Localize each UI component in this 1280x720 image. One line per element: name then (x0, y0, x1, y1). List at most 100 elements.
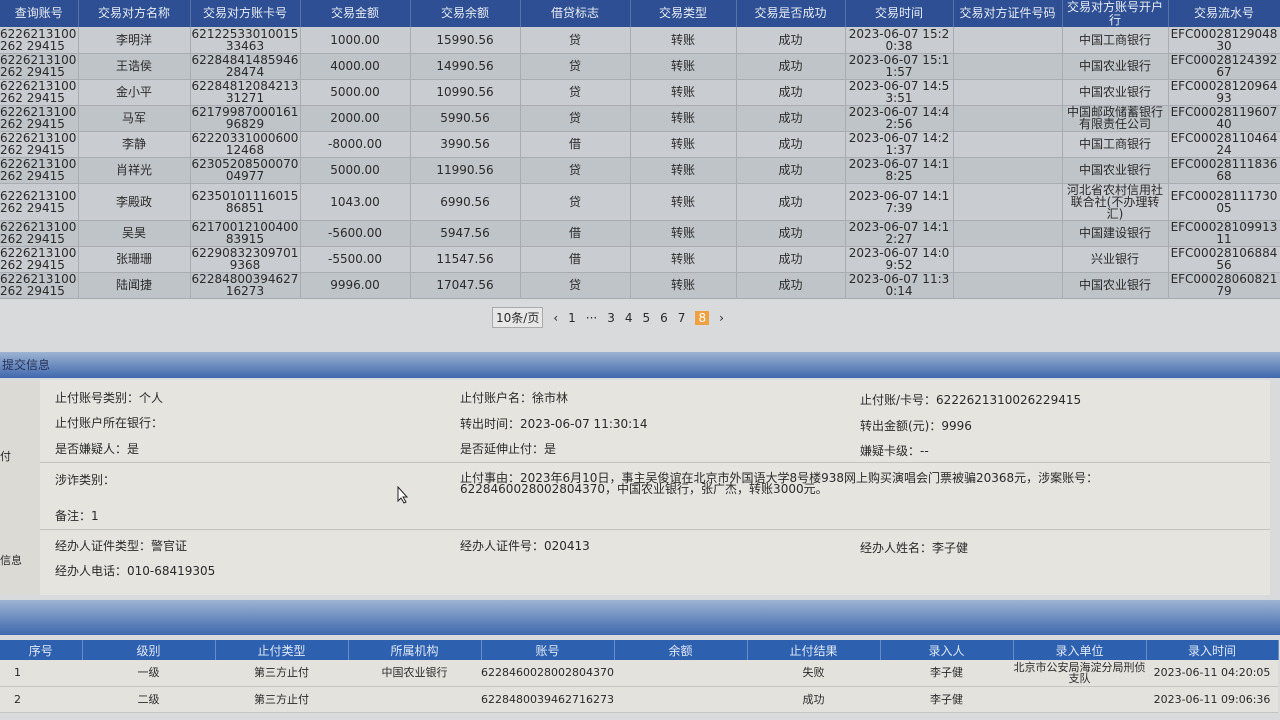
table-row[interactable]: 6226213100262 29415 金小平 622848120842133127… (0, 79, 1280, 106)
column-header[interactable]: 止付结果 (747, 640, 881, 660)
table-cell: 6217998700016196829 (190, 105, 301, 132)
table-cell: 李明洋 (78, 27, 191, 54)
table-cell: 成功 (736, 79, 846, 106)
table-cell: 转账 (630, 105, 737, 132)
table-cell: 5947.56 (410, 220, 521, 247)
column-header[interactable]: 借贷标志 (520, 0, 631, 27)
table-cell: EFC0002812096493 (1168, 79, 1280, 106)
table-cell: 622908323097019368 (190, 246, 301, 273)
table-cell: 金小平 (78, 79, 191, 106)
remark: 备注：1 (55, 509, 99, 523)
page-button[interactable]: 6 (660, 310, 668, 325)
page-button[interactable]: 4 (624, 310, 633, 325)
column-header[interactable]: 交易是否成功 (736, 0, 846, 27)
page-button[interactable]: 3 (607, 310, 615, 325)
table-row[interactable]: 6226213100262 29415 李静 6222033100060012468… (0, 131, 1280, 158)
column-header[interactable]: 交易时间 (845, 0, 954, 27)
column-header[interactable]: 账号 (481, 640, 615, 660)
page-ellipsis[interactable]: ··· (585, 310, 598, 325)
table-cell: 成功 (736, 157, 846, 184)
page-button[interactable]: 1 (568, 310, 576, 325)
column-header[interactable]: 交易对方账卡号 (190, 0, 301, 27)
table-cell: 陆闻捷 (78, 272, 191, 299)
table-row[interactable]: 6226213100262 29415 李殿政 623501011160158685… (0, 183, 1280, 221)
table-cell: 2023-06-07 14:09:52 (845, 246, 954, 273)
table-cell: 6226213100262 29415 (0, 26, 79, 54)
submit-info-header: 提交信息 (0, 352, 1280, 378)
table-row[interactable]: 6226213100262 29415 陆闻捷 622848003946271627… (0, 272, 1280, 299)
table-cell: 借 (520, 246, 631, 273)
table-cell: 中国邮政储蓄银行有限责任公司 (1062, 105, 1169, 132)
out-amount: 转出金额(元)：9996 (860, 419, 972, 433)
table-cell (953, 53, 1063, 80)
page-size-select[interactable]: 10条/页 (492, 307, 544, 328)
bank: 止付账户所在银行： (55, 416, 164, 430)
table-cell: 3990.56 (410, 131, 521, 158)
table-cell: 第三方止付 (215, 660, 348, 687)
table-row[interactable]: 6226213100262 29415 张珊珊 622908323097019368… (0, 246, 1280, 273)
table-cell: 转账 (630, 53, 737, 80)
column-header[interactable]: 交易对方账号开户行 (1062, 0, 1169, 27)
table-cell: EFC0002811173005 (1168, 183, 1280, 221)
column-header[interactable]: 止付类型 (215, 640, 349, 660)
table-row[interactable]: 1 一级 第三方止付 中国农业银行 6228460028002804370 失败 李子健 北京… (0, 660, 1278, 687)
prev-page-button[interactable]: ‹ (553, 310, 559, 325)
acct-no: 止付账/卡号：6222621310026229415 (860, 393, 1082, 407)
table-cell: 1 (0, 660, 82, 687)
officer-id: 经办人证件号：020413 (460, 539, 590, 553)
table-cell: 6228480039462716273 (190, 272, 301, 299)
table-cell (953, 131, 1063, 158)
table-cell: 6212253301001533463 (190, 26, 301, 54)
column-header[interactable]: 录入时间 (1146, 640, 1279, 660)
column-header[interactable]: 交易类型 (630, 0, 737, 27)
column-header[interactable]: 级别 (82, 640, 216, 660)
column-header[interactable]: 余额 (614, 640, 748, 660)
table-cell (953, 27, 1063, 54)
table-cell: 中国工商银行 (1062, 27, 1169, 54)
table-cell (953, 157, 1063, 184)
table-cell: 成功 (736, 220, 846, 247)
table-cell (953, 105, 1063, 132)
table-cell: 北京市公安局海淀分局刑侦支队 (1013, 660, 1146, 687)
table-cell (953, 183, 1063, 221)
column-header[interactable]: 录入单位 (1013, 640, 1147, 660)
left-label: 信息 (0, 554, 22, 567)
column-header[interactable]: 查询账号 (0, 0, 79, 27)
column-header[interactable]: 交易余额 (410, 0, 521, 27)
next-page-button[interactable]: › (719, 310, 724, 325)
page-button[interactable]: 7 (677, 310, 686, 325)
table-cell: 张珊珊 (78, 246, 191, 273)
page-button[interactable]: 8 (695, 310, 710, 325)
table-cell: 5000.00 (300, 157, 411, 184)
mouse-cursor-icon (397, 486, 409, 504)
table-row[interactable]: 6226213100262 29415 马军 6217998700016196829… (0, 105, 1280, 132)
table-cell: 成功 (736, 272, 846, 299)
table-cell: 2023-06-07 14:42:56 (845, 105, 954, 132)
table-row[interactable]: 6226213100262 29415 吴昊 6217001210040083915… (0, 220, 1280, 247)
table-cell: 转账 (630, 246, 737, 273)
table-cell: 6226213100262 29415 (0, 246, 79, 273)
table-cell: 15990.56 (410, 27, 521, 54)
column-header[interactable]: 交易对方名称 (78, 0, 191, 27)
table-cell: 11547.56 (410, 246, 521, 273)
column-header[interactable]: 交易流水号 (1168, 0, 1280, 27)
column-header[interactable]: 序号 (0, 640, 83, 660)
table-row[interactable]: 2 二级 第三方止付 6228480039462716273 成功 李子健 2023-06-… (0, 686, 1278, 713)
pagination: 10条/页 ‹ 1 ··· 3 4 5 6 7 8 › (492, 307, 724, 328)
table-cell: 14990.56 (410, 53, 521, 80)
table-cell: 中国农业银行 (1062, 157, 1169, 184)
column-header[interactable]: 交易对方证件号码 (953, 0, 1063, 27)
table-cell: 贷 (520, 79, 631, 106)
column-header[interactable]: 录入人 (880, 640, 1014, 660)
page-button[interactable]: 5 (642, 310, 651, 325)
table-cell: 6226213100262 29415 (0, 53, 79, 80)
table-row[interactable]: 6226213100262 29415 李明洋 621225330100153346… (0, 26, 1280, 54)
table-row[interactable]: 6226213100262 29415 肖祥光 623052085000700497… (0, 157, 1280, 184)
column-header[interactable]: 交易金额 (300, 0, 411, 27)
table-cell: 贷 (520, 27, 631, 54)
table-cell: 转账 (630, 272, 737, 299)
table-row[interactable]: 6226213100262 29415 王诰侯 622848414859462847… (0, 53, 1280, 80)
table-cell (614, 686, 747, 713)
table-cell: 6217001210040083915 (190, 220, 301, 247)
column-header[interactable]: 所属机构 (348, 640, 482, 660)
